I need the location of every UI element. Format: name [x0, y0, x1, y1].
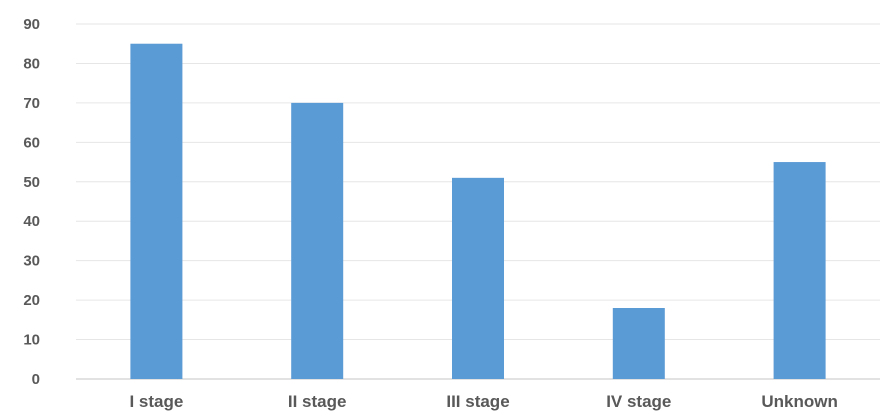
bar — [773, 162, 826, 379]
x-category-label: IV stage — [606, 392, 671, 411]
y-tick-label: 50 — [23, 174, 40, 191]
x-axis-category-labels: I stage II stage III stage IV stage Unknown — [129, 392, 837, 411]
y-axis-tick-labels: 0 10 20 30 40 50 60 70 80 90 — [23, 16, 40, 388]
bar — [612, 308, 665, 379]
y-tick-label: 90 — [23, 16, 40, 33]
y-tick-label: 40 — [23, 213, 40, 230]
y-tick-label: 60 — [23, 134, 40, 151]
bar — [452, 177, 504, 379]
y-tick-label: 20 — [23, 292, 40, 309]
y-tick-label: 80 — [23, 55, 40, 72]
bars — [130, 43, 826, 379]
x-category-label: III stage — [446, 392, 509, 411]
bar — [291, 102, 344, 379]
y-tick-label: 30 — [23, 253, 40, 270]
x-category-label: Unknown — [761, 392, 838, 411]
y-tick-label: 10 — [23, 332, 40, 349]
x-category-label: I stage — [129, 392, 183, 411]
bar — [130, 43, 183, 379]
y-tick-label: 70 — [23, 95, 40, 112]
x-category-label: II stage — [288, 392, 347, 411]
y-tick-label: 0 — [32, 371, 40, 388]
